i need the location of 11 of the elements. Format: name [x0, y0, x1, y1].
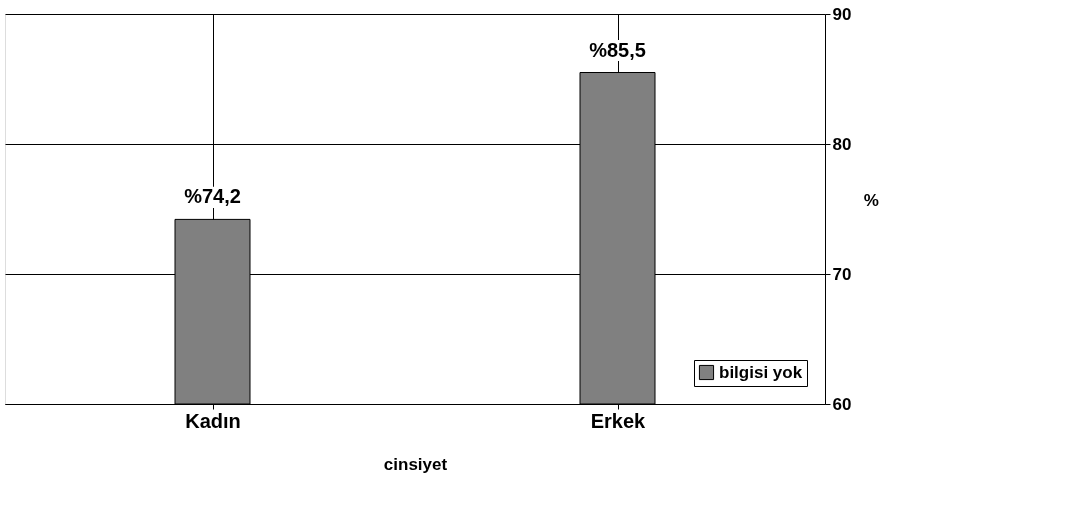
- legend-label: bilgisi yok: [719, 362, 803, 382]
- y-tick-label: 70: [832, 264, 852, 284]
- x-tick-label: Kadın: [185, 409, 241, 432]
- y-tick-label: 60: [832, 394, 852, 414]
- x-axis-title: cinsiyet: [383, 454, 448, 474]
- x-tick-label: Erkek: [590, 409, 647, 432]
- y-axis-title: %: [863, 190, 879, 210]
- data-label: %85,5: [589, 38, 646, 61]
- y-tick-label: 80: [832, 134, 852, 154]
- data-label: %74,2: [184, 185, 241, 208]
- y-tick-label: 90: [832, 4, 852, 24]
